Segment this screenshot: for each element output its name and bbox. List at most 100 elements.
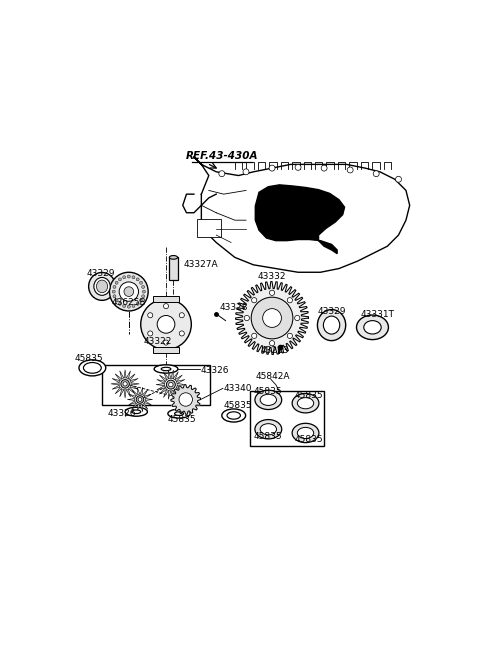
Circle shape: [251, 297, 293, 339]
Circle shape: [157, 315, 175, 333]
Polygon shape: [115, 388, 121, 394]
Circle shape: [164, 340, 168, 345]
Text: 43625B: 43625B: [111, 298, 146, 307]
Text: 45835: 45835: [294, 391, 323, 399]
Ellipse shape: [169, 256, 178, 260]
Circle shape: [121, 380, 129, 388]
Polygon shape: [163, 372, 168, 380]
Circle shape: [112, 290, 115, 293]
Circle shape: [113, 285, 116, 288]
Circle shape: [219, 171, 225, 177]
Polygon shape: [157, 386, 166, 390]
Ellipse shape: [154, 365, 178, 373]
Circle shape: [136, 302, 139, 306]
Circle shape: [138, 397, 142, 401]
Polygon shape: [129, 401, 136, 405]
Polygon shape: [120, 389, 124, 397]
Polygon shape: [143, 403, 148, 409]
Circle shape: [123, 276, 126, 279]
Circle shape: [148, 313, 153, 318]
Text: 43331T: 43331T: [360, 310, 395, 319]
Text: REF.43-430A: REF.43-430A: [186, 150, 258, 161]
Ellipse shape: [168, 409, 190, 418]
Ellipse shape: [317, 309, 346, 340]
Circle shape: [269, 340, 275, 346]
Text: 45835: 45835: [168, 415, 196, 424]
Polygon shape: [137, 387, 140, 394]
Text: 43332: 43332: [257, 271, 286, 281]
Ellipse shape: [255, 420, 282, 439]
Polygon shape: [173, 372, 178, 380]
Polygon shape: [177, 384, 186, 386]
Bar: [169, 258, 178, 280]
Ellipse shape: [96, 280, 108, 293]
Ellipse shape: [297, 397, 314, 409]
Bar: [154, 347, 179, 353]
Circle shape: [179, 331, 184, 336]
Text: 43213: 43213: [261, 346, 289, 355]
Circle shape: [295, 164, 301, 170]
Bar: [197, 219, 221, 237]
Polygon shape: [129, 394, 136, 398]
Circle shape: [287, 298, 292, 303]
Polygon shape: [156, 384, 165, 386]
Bar: [102, 365, 210, 405]
Ellipse shape: [260, 394, 276, 405]
Text: 45835: 45835: [253, 432, 282, 441]
Polygon shape: [143, 390, 148, 396]
Polygon shape: [111, 383, 119, 385]
Polygon shape: [163, 390, 168, 397]
Circle shape: [148, 331, 153, 336]
Circle shape: [140, 281, 143, 284]
Bar: [250, 392, 324, 446]
Polygon shape: [173, 390, 178, 397]
Circle shape: [123, 304, 126, 307]
Polygon shape: [120, 371, 124, 379]
Circle shape: [142, 295, 144, 298]
Text: 43340: 43340: [224, 384, 252, 393]
Polygon shape: [130, 385, 138, 390]
Ellipse shape: [364, 321, 381, 334]
Circle shape: [142, 285, 144, 288]
Polygon shape: [140, 405, 143, 412]
Circle shape: [140, 299, 143, 302]
Polygon shape: [132, 403, 137, 409]
Ellipse shape: [297, 428, 314, 439]
Polygon shape: [124, 370, 126, 378]
Circle shape: [109, 272, 148, 311]
Circle shape: [287, 333, 292, 338]
Circle shape: [143, 290, 145, 293]
Polygon shape: [157, 380, 166, 384]
Polygon shape: [132, 390, 137, 396]
Polygon shape: [112, 385, 120, 390]
Polygon shape: [115, 374, 121, 380]
Polygon shape: [159, 388, 167, 394]
Circle shape: [132, 304, 135, 307]
Text: 45835: 45835: [74, 354, 103, 363]
Polygon shape: [168, 370, 171, 378]
Text: 45835: 45835: [224, 401, 252, 410]
Text: 43329: 43329: [318, 307, 346, 316]
Polygon shape: [126, 371, 131, 379]
Text: 43327A: 43327A: [183, 260, 218, 269]
Polygon shape: [175, 388, 182, 394]
Polygon shape: [130, 378, 138, 382]
Polygon shape: [129, 374, 135, 380]
Polygon shape: [124, 390, 126, 398]
Circle shape: [167, 380, 175, 389]
Polygon shape: [140, 387, 143, 394]
Polygon shape: [171, 390, 173, 399]
Circle shape: [113, 295, 116, 298]
Ellipse shape: [357, 315, 388, 340]
Circle shape: [252, 333, 257, 338]
Circle shape: [179, 393, 192, 406]
Ellipse shape: [292, 423, 319, 443]
Polygon shape: [159, 375, 167, 382]
Circle shape: [269, 165, 275, 171]
Circle shape: [347, 167, 353, 173]
Ellipse shape: [292, 394, 319, 413]
Polygon shape: [176, 380, 185, 384]
Polygon shape: [126, 389, 131, 397]
Ellipse shape: [89, 273, 115, 300]
Circle shape: [252, 298, 257, 303]
